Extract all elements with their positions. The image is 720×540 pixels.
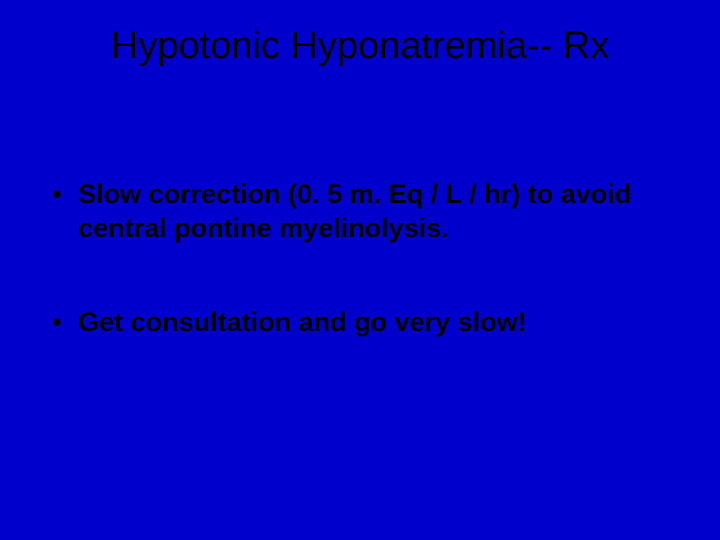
bullet-item: Get consultation and go very slow! xyxy=(50,306,670,340)
slide-title: Hypotonic Hyponatremia-- Rx xyxy=(50,25,670,68)
bullet-item: Slow correction (0. 5 m. Eq / L / hr) to… xyxy=(50,178,670,246)
slide-container: Hypotonic Hyponatremia-- Rx Slow correct… xyxy=(0,0,720,540)
bullet-list: Slow correction (0. 5 m. Eq / L / hr) to… xyxy=(50,178,670,339)
